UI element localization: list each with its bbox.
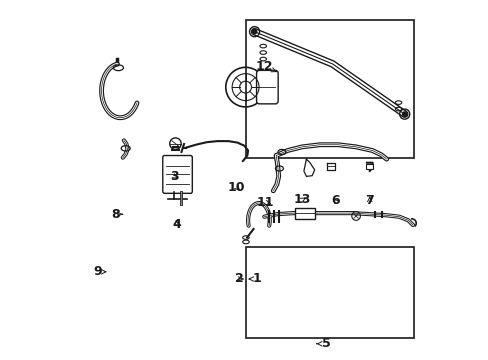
Text: 6: 6 (330, 194, 339, 207)
Bar (246, 247, 413, 338)
FancyBboxPatch shape (256, 71, 278, 104)
Circle shape (252, 30, 256, 34)
Text: 11: 11 (256, 196, 273, 209)
Text: 5: 5 (316, 337, 330, 350)
Circle shape (402, 112, 406, 116)
Bar (246, 20, 413, 158)
Text: 4: 4 (172, 219, 181, 231)
Text: 13: 13 (293, 193, 310, 206)
Polygon shape (303, 159, 314, 176)
Text: 2: 2 (235, 273, 244, 285)
FancyBboxPatch shape (163, 156, 192, 193)
Text: 8: 8 (111, 208, 122, 221)
Text: 7: 7 (365, 194, 373, 207)
Text: 1: 1 (249, 273, 261, 285)
Text: 12: 12 (255, 60, 276, 73)
Text: 3: 3 (170, 170, 178, 183)
Polygon shape (326, 163, 334, 170)
Text: 10: 10 (227, 181, 245, 194)
Text: 9: 9 (93, 265, 106, 278)
Bar (294, 208, 314, 219)
Bar (366, 164, 373, 169)
